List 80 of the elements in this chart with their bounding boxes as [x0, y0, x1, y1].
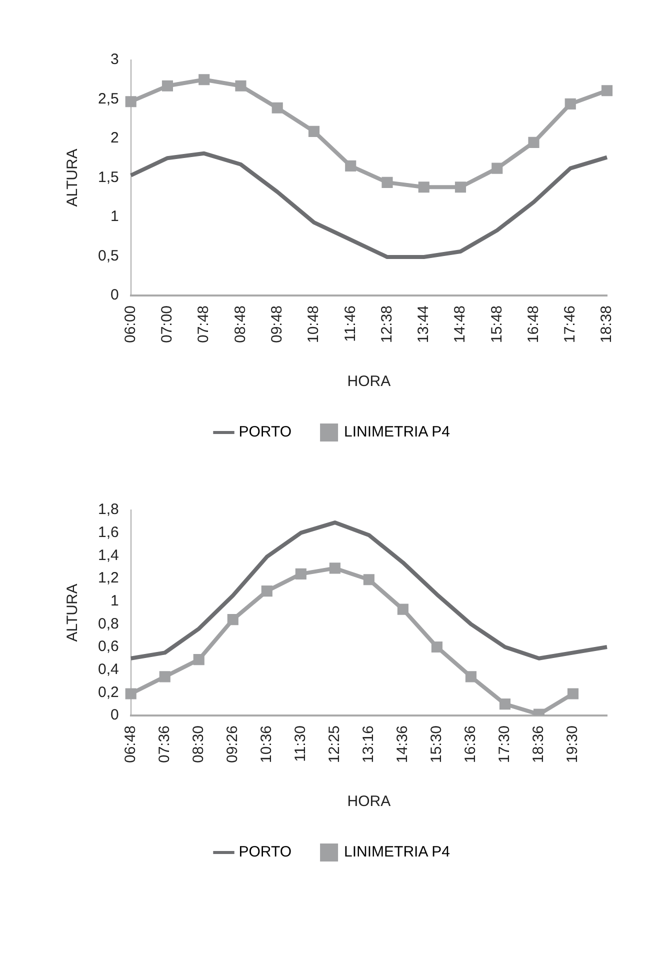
point	[198, 74, 210, 86]
y-tick-label: 2,5	[98, 90, 119, 108]
x-tick-label: 13:44	[415, 305, 432, 344]
point	[272, 102, 283, 114]
y-tick-label: 1,5	[98, 168, 119, 186]
point	[329, 562, 340, 574]
x-tick-label: 18:38	[598, 305, 616, 344]
point	[382, 176, 393, 188]
legend-label: LINIMETRIA P4	[344, 424, 450, 441]
x-tick-label: 08:48	[232, 305, 249, 344]
point	[567, 688, 579, 700]
x-tick-label: 11:46	[342, 305, 359, 342]
x-axis-title: HORA	[347, 793, 391, 810]
x-tick-label: 07:36	[156, 725, 174, 764]
point	[454, 182, 466, 193]
y-tick-label: 0,6	[98, 638, 119, 656]
y-tick-label: 1,8	[98, 501, 119, 518]
x-tick-label: 15:30	[428, 725, 446, 764]
point	[162, 80, 174, 92]
point	[159, 671, 170, 682]
x-tick-label: 06:48	[122, 725, 139, 764]
point	[397, 604, 408, 615]
point	[528, 136, 540, 148]
x-tick-label: 17:30	[496, 725, 514, 764]
y-tick-label: 0,4	[98, 660, 119, 678]
y-tick-label: 1,2	[98, 570, 119, 587]
point	[363, 574, 374, 586]
legend-label: PORTO	[238, 844, 292, 861]
point	[345, 160, 356, 172]
legend-label: PORTO	[238, 424, 292, 441]
point	[125, 688, 136, 700]
point	[193, 654, 204, 666]
x-tick-label: 07:48	[195, 305, 212, 344]
x-tick-label: 14:36	[394, 725, 412, 764]
point	[499, 698, 511, 710]
point	[418, 182, 430, 193]
point	[564, 98, 576, 110]
point	[431, 641, 442, 653]
point	[295, 568, 306, 580]
y-tick-label: 2	[110, 130, 119, 147]
point	[235, 80, 246, 92]
point	[125, 96, 136, 108]
point	[261, 586, 272, 597]
x-tick-label: 09:26	[224, 725, 242, 764]
y-tick-label: 0	[110, 286, 119, 304]
x-tick-label: 16:48	[524, 305, 542, 344]
y-tick-label: 1,4	[98, 546, 119, 564]
y-tick-label: 0,8	[98, 615, 119, 632]
y-axis-title: ALTURA	[64, 148, 82, 207]
x-tick-label: 12:25	[326, 725, 344, 764]
y-tick-label: 0,5	[98, 247, 119, 264]
x-axis-title: HORA	[347, 373, 391, 390]
x-tick-label: 09:48	[268, 305, 286, 344]
y-tick-label: 1	[110, 592, 119, 610]
x-tick-label: 10:48	[305, 305, 322, 344]
legend-label: LINIMETRIA P4	[344, 844, 450, 861]
point	[492, 162, 503, 174]
x-tick-label: 11:30	[292, 725, 310, 762]
y-tick-label: 0	[110, 706, 119, 724]
x-tick-label: 13:16	[360, 725, 378, 764]
x-tick-label: 15:48	[488, 305, 506, 344]
x-tick-label: 16:36	[462, 725, 480, 764]
point	[601, 85, 613, 96]
point	[465, 671, 476, 682]
x-tick-label: 07:00	[158, 305, 176, 344]
x-tick-label: 17:46	[562, 305, 579, 344]
x-tick-label: 06:00	[122, 305, 139, 344]
x-tick-label: 10:36	[258, 725, 276, 764]
x-tick-label: 14:48	[452, 305, 469, 344]
point	[227, 614, 238, 626]
x-tick-label: 08:30	[190, 725, 208, 764]
y-axis-title: ALTURA	[64, 584, 82, 642]
y-tick-label: 1	[110, 208, 119, 226]
y-tick-label: 1,6	[98, 524, 119, 541]
point	[308, 126, 320, 137]
x-tick-label: 18:36	[530, 725, 548, 764]
x-tick-label: 12:38	[378, 305, 396, 344]
x-tick-label: 19:30	[564, 725, 582, 764]
y-tick-label: 0,2	[98, 684, 119, 701]
y-tick-label: 3	[110, 51, 119, 68]
